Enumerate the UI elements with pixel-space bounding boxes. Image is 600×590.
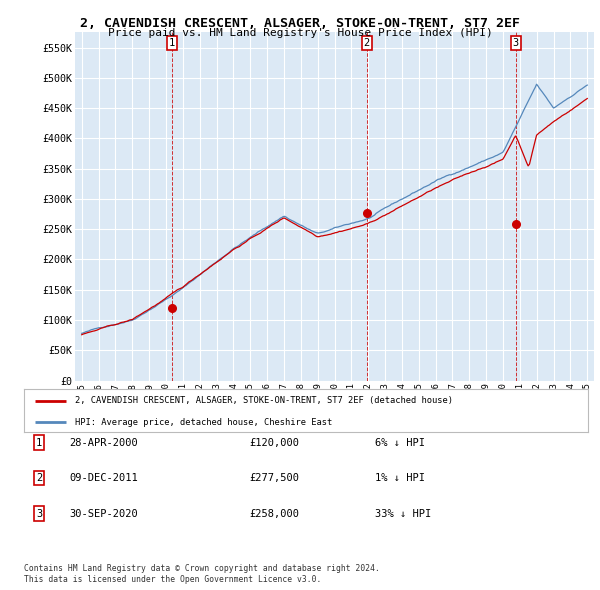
- Text: 1: 1: [169, 38, 175, 48]
- Text: HPI: Average price, detached house, Cheshire East: HPI: Average price, detached house, Ches…: [75, 418, 332, 427]
- Text: 6% ↓ HPI: 6% ↓ HPI: [375, 438, 425, 448]
- Text: 09-DEC-2011: 09-DEC-2011: [69, 473, 138, 483]
- Text: Price paid vs. HM Land Registry's House Price Index (HPI): Price paid vs. HM Land Registry's House …: [107, 28, 493, 38]
- Text: This data is licensed under the Open Government Licence v3.0.: This data is licensed under the Open Gov…: [24, 575, 322, 584]
- Text: 2: 2: [36, 473, 42, 483]
- Text: 3: 3: [512, 38, 519, 48]
- Text: Contains HM Land Registry data © Crown copyright and database right 2024.: Contains HM Land Registry data © Crown c…: [24, 565, 380, 573]
- Text: £258,000: £258,000: [249, 509, 299, 519]
- Text: 3: 3: [36, 509, 42, 519]
- Text: 2, CAVENDISH CRESCENT, ALSAGER, STOKE-ON-TRENT, ST7 2EF: 2, CAVENDISH CRESCENT, ALSAGER, STOKE-ON…: [80, 17, 520, 30]
- Text: 2, CAVENDISH CRESCENT, ALSAGER, STOKE-ON-TRENT, ST7 2EF (detached house): 2, CAVENDISH CRESCENT, ALSAGER, STOKE-ON…: [75, 396, 453, 405]
- Text: 1: 1: [36, 438, 42, 448]
- Text: £277,500: £277,500: [249, 473, 299, 483]
- Text: 28-APR-2000: 28-APR-2000: [69, 438, 138, 448]
- Text: 33% ↓ HPI: 33% ↓ HPI: [375, 509, 431, 519]
- Text: 2: 2: [364, 38, 370, 48]
- Text: 1% ↓ HPI: 1% ↓ HPI: [375, 473, 425, 483]
- Text: £120,000: £120,000: [249, 438, 299, 448]
- Text: 30-SEP-2020: 30-SEP-2020: [69, 509, 138, 519]
